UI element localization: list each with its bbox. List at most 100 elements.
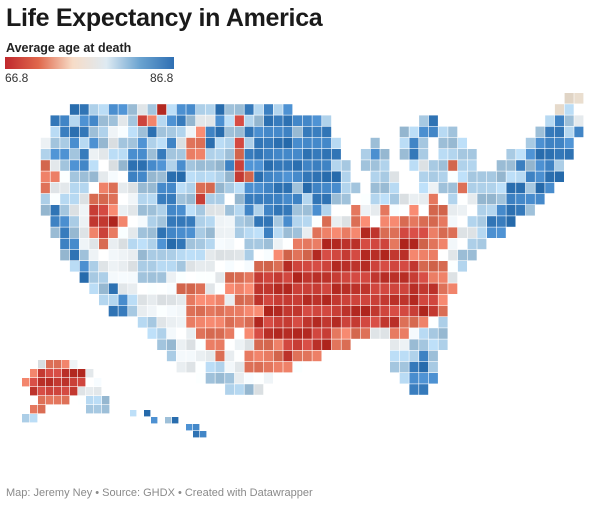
county-cell[interactable] [399,193,409,205]
county-cell[interactable] [399,361,409,373]
county-cell[interactable] [166,249,176,261]
county-cell[interactable] [40,171,50,182]
county-cell[interactable] [176,171,186,182]
county-cell[interactable] [428,126,438,138]
county-cell[interactable] [234,361,244,373]
county-cell[interactable] [380,317,390,328]
county-cell[interactable] [263,294,273,306]
county-cell[interactable] [89,216,99,227]
county-cell[interactable] [86,369,94,378]
county-cell[interactable] [225,149,235,160]
county-cell[interactable] [147,283,157,294]
county-cell[interactable] [50,193,60,205]
county-cell[interactable] [254,350,264,362]
county-cell[interactable] [108,249,118,261]
county-cell[interactable] [86,387,94,396]
county-cell[interactable] [254,227,264,238]
county-cell[interactable] [390,205,400,216]
county-cell[interactable] [409,339,419,350]
county-cell[interactable] [254,317,264,328]
county-cell[interactable] [263,305,273,317]
county-cell[interactable] [254,283,264,294]
county-cell[interactable] [399,238,409,250]
county-cell[interactable] [176,115,186,126]
county-cell[interactable] [166,350,176,362]
county-cell[interactable] [506,216,516,227]
county-cell[interactable] [157,328,167,339]
county-cell[interactable] [351,249,361,261]
county-cell[interactable] [137,305,147,317]
county-cell[interactable] [545,149,555,160]
county-cell[interactable] [215,373,225,384]
county-cell[interactable] [496,171,506,182]
county-cell[interactable] [390,328,400,339]
county-cell[interactable] [341,339,351,350]
county-cell[interactable] [166,137,176,149]
county-cell[interactable] [438,305,448,317]
county-cell[interactable] [312,227,322,238]
county-cell[interactable] [428,305,438,317]
county-cell[interactable] [60,216,70,227]
county-cell[interactable] [419,317,429,328]
county-cell[interactable] [215,104,225,115]
county-cell[interactable] [196,149,206,160]
county-cell[interactable] [331,227,341,238]
county-cell[interactable] [467,205,477,216]
county-cell[interactable] [535,171,545,182]
county-cell[interactable] [302,115,312,126]
county-cell[interactable] [244,171,254,182]
county-cell[interactable] [438,294,448,306]
county-cell[interactable] [496,160,506,171]
county-cell[interactable] [516,182,526,194]
county-cell[interactable] [94,396,102,405]
county-cell[interactable] [293,216,303,227]
county-cell[interactable] [380,216,390,227]
county-cell[interactable] [312,305,322,317]
county-cell[interactable] [118,182,128,194]
county-cell[interactable] [205,216,215,227]
county-cell[interactable] [108,261,118,272]
county-cell[interactable] [205,205,215,216]
county-cell[interactable] [525,182,535,194]
county-cell[interactable] [215,361,225,373]
county-cell[interactable] [302,238,312,250]
county-cell[interactable] [273,339,283,350]
county-cell[interactable] [196,182,206,194]
county-cell[interactable] [312,238,322,250]
county-cell[interactable] [390,305,400,317]
county-cell[interactable] [89,193,99,205]
county-cell[interactable] [302,160,312,171]
county-cell[interactable] [215,328,225,339]
county-cell[interactable] [94,405,102,414]
county-cell[interactable] [46,360,54,369]
county-cell[interactable] [30,378,38,387]
county-cell[interactable] [79,182,89,194]
county-cell[interactable] [322,272,332,283]
county-cell[interactable] [380,182,390,194]
county-cell[interactable] [234,249,244,261]
county-cell[interactable] [108,137,118,149]
county-cell[interactable] [254,115,264,126]
county-cell[interactable] [196,261,206,272]
county-cell[interactable] [380,149,390,160]
county-cell[interactable] [176,227,186,238]
county-cell[interactable] [225,205,235,216]
county-cell[interactable] [108,115,118,126]
county-cell[interactable] [419,373,429,384]
county-cell[interactable] [225,137,235,149]
county-cell[interactable] [283,317,293,328]
county-cell[interactable] [477,193,487,205]
choropleth-map[interactable] [0,85,604,470]
county-cell[interactable] [196,283,206,294]
county-cell[interactable] [302,283,312,294]
county-cell[interactable] [108,205,118,216]
county-cell[interactable] [438,149,448,160]
county-cell[interactable] [322,283,332,294]
county-cell[interactable] [322,115,332,126]
county-cell[interactable] [137,249,147,261]
county-cell[interactable] [545,115,555,126]
county-cell[interactable] [79,261,89,272]
county-cell[interactable] [147,227,157,238]
county-cell[interactable] [99,249,109,261]
county-cell[interactable] [186,216,196,227]
